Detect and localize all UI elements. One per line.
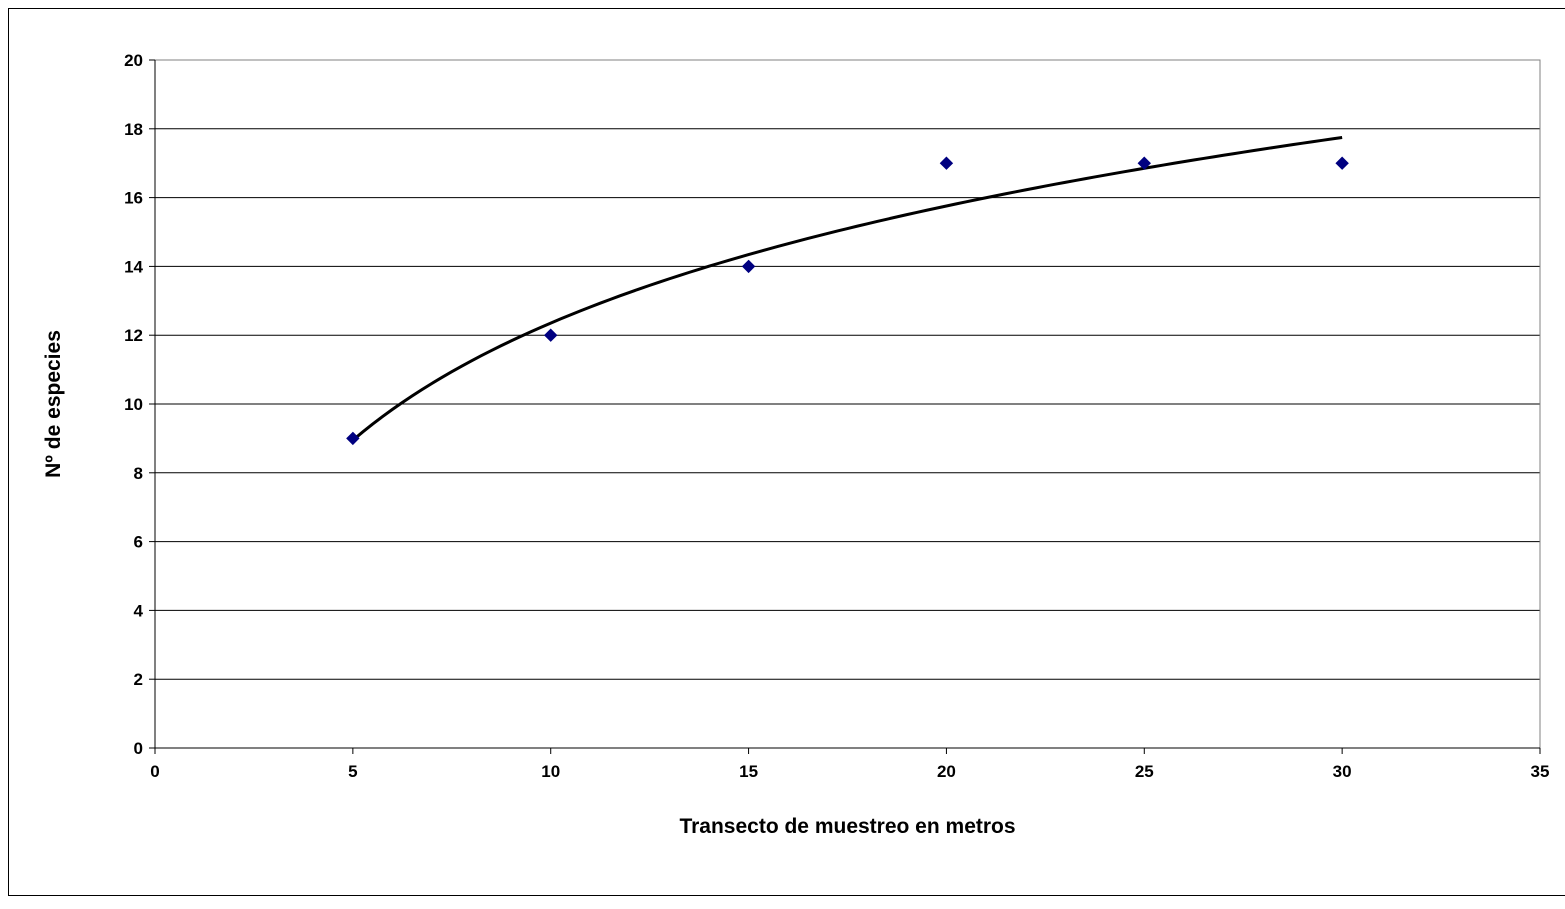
y-tick-label: 6	[134, 533, 143, 552]
y-tick-label: 16	[124, 189, 143, 208]
y-tick-label: 0	[134, 739, 143, 758]
x-axis-title: Transecto de muestreo en metros	[679, 815, 1015, 838]
x-tick-label: 0	[150, 762, 159, 781]
x-tick-label: 10	[541, 762, 560, 781]
y-tick-label: 12	[124, 326, 143, 345]
scatter-chart: 0 2 4 6 8 10 12 14 16 18 20 0 5 10 15 20 25 30 35 Transect…	[8, 8, 1565, 904]
y-tick-label: 18	[124, 120, 143, 139]
x-tick-label: 15	[739, 762, 758, 781]
chart-frame: 0 2 4 6 8 10 12 14 16 18 20 0 5 10 15 20 25 30 35 Transect…	[8, 8, 1565, 904]
y-tick-label: 4	[134, 601, 144, 620]
y-axis-title: Nº de especies	[42, 330, 65, 478]
y-tick-label: 20	[124, 51, 143, 70]
x-tick-label: 25	[1135, 762, 1154, 781]
chart-area-border	[9, 9, 1565, 896]
y-tick-label: 2	[134, 670, 143, 689]
y-tick-label: 10	[124, 395, 143, 414]
y-tick-label: 14	[124, 257, 143, 276]
x-tick-label: 20	[937, 762, 956, 781]
x-tick-label: 35	[1531, 762, 1550, 781]
x-tick-label: 5	[348, 762, 357, 781]
x-tick-label: 30	[1333, 762, 1352, 781]
y-tick-label: 8	[134, 464, 143, 483]
